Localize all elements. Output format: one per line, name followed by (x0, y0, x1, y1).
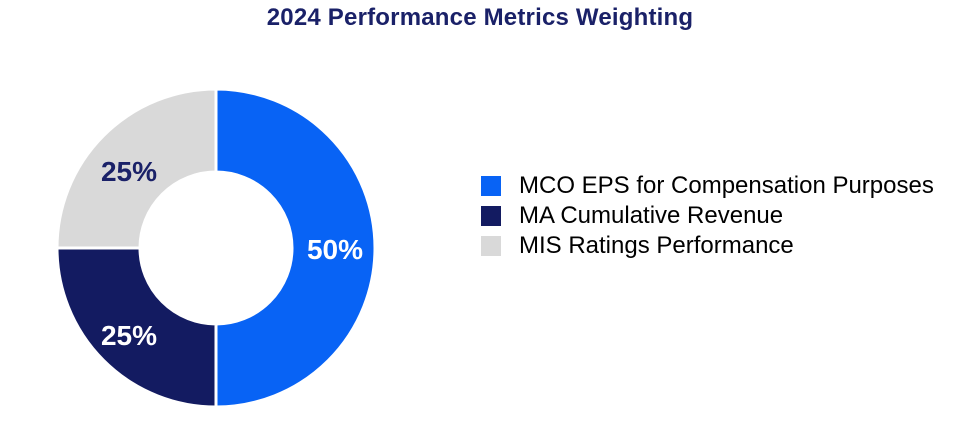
slice-ma-revenue (55, 246, 218, 409)
legend-item-ma-revenue: MA Cumulative Revenue (481, 202, 934, 229)
slice-mis-ratings (55, 87, 218, 250)
legend-label-mco-eps: MCO EPS for Compensation Purposes (519, 172, 934, 199)
slice-mco-eps (214, 87, 377, 409)
legend-label-mis-ratings: MIS Ratings Performance (519, 232, 794, 259)
legend: MCO EPS for Compensation Purposes MA Cum… (481, 172, 934, 259)
slice-value-label-mis-ratings: 25% (101, 156, 157, 187)
legend-label-ma-revenue: MA Cumulative Revenue (519, 202, 784, 229)
legend-item-mco-eps: MCO EPS for Compensation Purposes (481, 172, 934, 199)
legend-swatch-mco-eps (481, 176, 501, 196)
legend-swatch-ma-revenue (481, 206, 501, 226)
legend-item-mis-ratings: MIS Ratings Performance (481, 232, 934, 259)
slice-value-label-mco-eps: 50% (307, 234, 363, 265)
slice-value-label-ma-revenue: 25% (101, 320, 157, 351)
legend-swatch-mis-ratings (481, 236, 501, 256)
chart-title: 2024 Performance Metrics Weighting (266, 4, 694, 31)
